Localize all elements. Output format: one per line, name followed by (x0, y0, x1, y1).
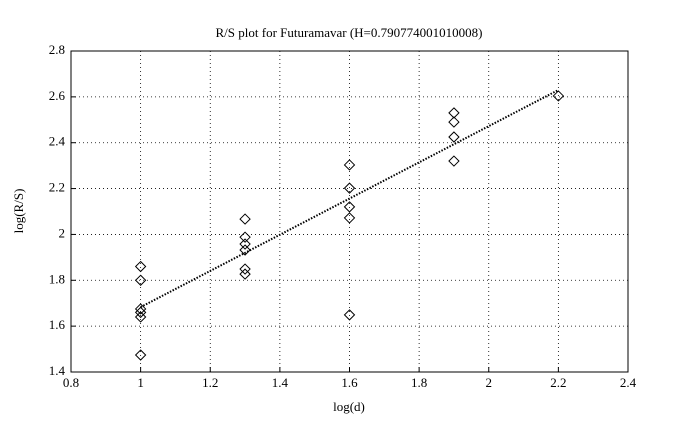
chart-title: R/S plot for Futuramavar (H=0.7907740010… (216, 25, 483, 40)
y-tick-label: 2 (59, 225, 66, 240)
y-tick-label: 1.8 (49, 271, 65, 286)
x-tick-label: 2.2 (550, 375, 566, 390)
x-tick-label: 1 (137, 375, 144, 390)
y-tick-label: 1.6 (49, 317, 66, 332)
point (239, 268, 251, 280)
x-axis-label: log(d) (333, 399, 365, 414)
point (448, 107, 460, 119)
point (343, 182, 356, 194)
point (552, 90, 565, 102)
x-tick-label: 1.2 (202, 375, 218, 390)
point (239, 231, 251, 243)
point (239, 263, 251, 275)
point (134, 306, 147, 319)
point (448, 116, 460, 128)
point (239, 238, 251, 250)
x-tick-label: 1.4 (272, 375, 289, 390)
y-axis-label: log(R/S) (11, 189, 26, 234)
x-tick-label: 2.4 (620, 375, 637, 390)
y-tick-label: 2.2 (49, 180, 65, 195)
y-tick-label: 2.6 (49, 88, 66, 103)
y-tick-label: 1.4 (49, 363, 66, 378)
point (343, 309, 356, 321)
plot-frame (70, 50, 629, 373)
x-tick-label: 1.8 (411, 375, 427, 390)
point (343, 159, 356, 171)
point (343, 201, 356, 213)
x-tick-label: 1.6 (341, 375, 358, 390)
fit-line (140, 89, 559, 308)
point (134, 311, 147, 323)
point (134, 274, 147, 286)
point (134, 349, 147, 361)
point (239, 213, 251, 225)
point (448, 155, 460, 167)
x-tick-label: 2 (486, 375, 493, 390)
y-tick-label: 2.8 (49, 42, 65, 57)
point (239, 244, 251, 256)
point (343, 212, 356, 224)
point (448, 131, 460, 143)
y-tick-label: 2.4 (49, 134, 66, 149)
point (134, 260, 147, 273)
point (134, 303, 147, 315)
x-tick-label: 0.8 (63, 375, 79, 390)
